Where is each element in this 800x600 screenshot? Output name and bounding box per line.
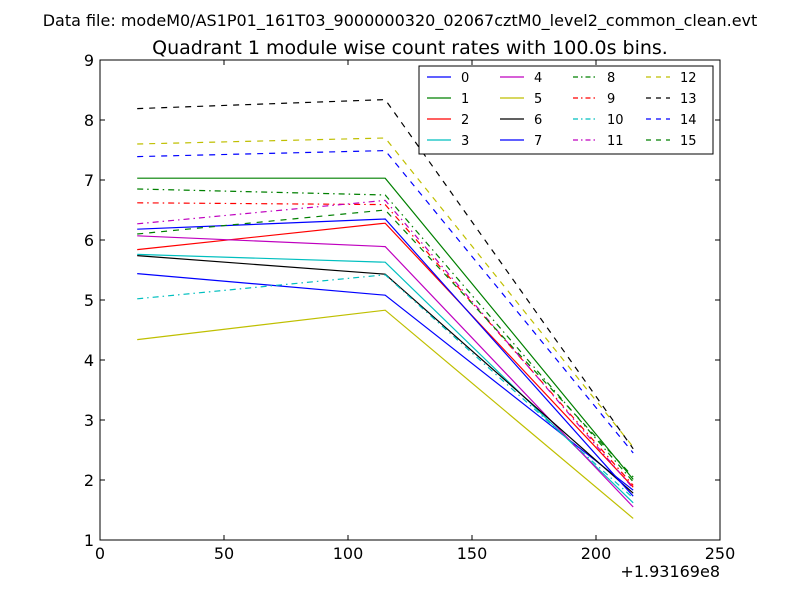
series-line-13 xyxy=(137,98,634,450)
legend-label-15: 15 xyxy=(680,134,697,149)
series-line-1 xyxy=(137,177,634,480)
legend-label-8: 8 xyxy=(607,71,615,86)
y-tick-label: 1 xyxy=(84,531,94,550)
series-line-5 xyxy=(137,309,634,519)
legend-label-14: 14 xyxy=(680,113,697,128)
series-line-8 xyxy=(137,188,634,483)
series-layer xyxy=(137,98,634,519)
legend-label-3: 3 xyxy=(461,134,469,149)
x-tick-label: 250 xyxy=(705,544,736,563)
series-line-14 xyxy=(137,149,634,454)
legend-frame xyxy=(418,65,714,155)
x-tick-label: 50 xyxy=(214,544,234,563)
legend-label-12: 12 xyxy=(680,71,697,86)
y-tick-label: 7 xyxy=(84,171,94,190)
legend-label-4: 4 xyxy=(534,71,542,86)
x-offset-label: +1.93169e8 xyxy=(620,562,720,581)
y-tick-label: 9 xyxy=(84,51,94,70)
legend-label-6: 6 xyxy=(534,113,542,128)
y-tick-label: 2 xyxy=(84,471,94,490)
chart-title: Quadrant 1 module wise count rates with … xyxy=(152,37,668,59)
y-tick-label: 8 xyxy=(84,111,94,130)
y-tick-label: 6 xyxy=(84,231,94,250)
x-tick-label: 0 xyxy=(95,544,105,563)
x-tick-label: 100 xyxy=(333,544,364,563)
legend-label-5: 5 xyxy=(534,92,542,107)
legend-label-7: 7 xyxy=(534,134,542,149)
y-tick-label: 3 xyxy=(84,411,94,430)
legend-label-10: 10 xyxy=(607,113,624,128)
series-line-7 xyxy=(137,218,634,497)
series-line-2 xyxy=(137,222,634,488)
series-line-15 xyxy=(137,209,634,478)
legend-label-13: 13 xyxy=(680,92,697,107)
legend-label-1: 1 xyxy=(461,92,469,107)
x-tick-label: 150 xyxy=(457,544,488,563)
chart-suptitle: Data file: modeM0/AS1P01_161T03_90000003… xyxy=(43,11,758,31)
series-line-10 xyxy=(137,274,634,499)
series-line-3 xyxy=(137,253,634,504)
series-line-11 xyxy=(137,199,634,489)
legend-label-11: 11 xyxy=(607,134,624,149)
y-tick-label: 5 xyxy=(84,291,94,310)
series-line-0 xyxy=(137,273,634,491)
y-tick-label: 4 xyxy=(84,351,94,370)
series-line-9 xyxy=(137,202,634,486)
legend-label-2: 2 xyxy=(461,113,469,128)
legend-label-9: 9 xyxy=(607,92,615,107)
x-tick-label: 200 xyxy=(581,544,612,563)
legend-label-0: 0 xyxy=(461,71,469,86)
